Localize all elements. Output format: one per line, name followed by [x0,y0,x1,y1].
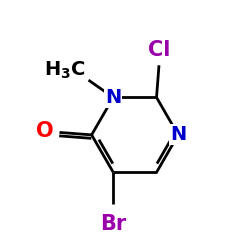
Text: N: N [170,126,186,144]
Text: Cl: Cl [148,40,170,60]
Text: $\mathregular{H_3C}$: $\mathregular{H_3C}$ [44,60,86,81]
Text: O: O [36,121,54,141]
Text: N: N [105,88,122,107]
Text: Br: Br [100,214,126,234]
